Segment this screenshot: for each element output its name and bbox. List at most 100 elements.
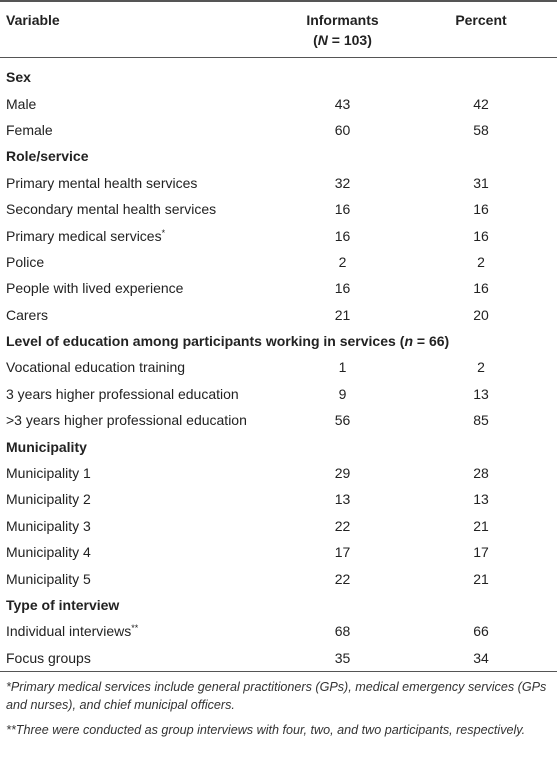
row-label: Female bbox=[0, 117, 280, 143]
row-label: >3 years higher professional education bbox=[0, 407, 280, 433]
row-label-text: People with lived experience bbox=[6, 280, 184, 297]
table-body: Sex Male 43 42 Female 60 58 Role/service Primary… bbox=[0, 58, 557, 672]
section-cell: Sex bbox=[0, 58, 557, 91]
row-label-text: Vocational education training bbox=[6, 359, 186, 376]
row-label: Municipality 4 bbox=[0, 539, 280, 565]
data-row: Police 2 2 bbox=[0, 249, 557, 275]
data-table: Variable Informants (N = 103) Percent Se… bbox=[0, 1, 557, 672]
row-label-text: Primary mental health services bbox=[6, 174, 198, 191]
data-row: >3 years higher professional education 56… bbox=[0, 407, 557, 433]
row-label: Vocational education training bbox=[0, 354, 280, 380]
footnote-marker: * bbox=[161, 227, 166, 238]
section-row: Role/service bbox=[0, 143, 557, 169]
footnote: **Three were conducted as group intervie… bbox=[6, 722, 526, 737]
percent-cell: 16 bbox=[473, 201, 489, 218]
data-row: 3 years higher professional education 9 13 bbox=[0, 381, 557, 407]
section-title: Type of interview bbox=[6, 597, 120, 613]
section-row: Municipality bbox=[0, 433, 557, 459]
header-cell: Variable bbox=[6, 12, 60, 28]
section-title: Municipality bbox=[6, 438, 87, 455]
header-text: N bbox=[317, 32, 328, 48]
row-label: Primary mental health services bbox=[0, 170, 280, 196]
percent-cell: 34 bbox=[473, 649, 489, 666]
row-label: Secondary mental health services bbox=[0, 196, 280, 222]
footnotes: *Primary medical services include genera… bbox=[0, 672, 557, 739]
section-row: Type of interview bbox=[0, 592, 557, 618]
percent-cell: 31 bbox=[473, 174, 489, 191]
informants-cell: 2 bbox=[338, 253, 347, 270]
data-row: Carers 21 20 bbox=[0, 302, 557, 328]
row-label-text: Municipality 1 bbox=[6, 465, 91, 482]
row-label-text: Carers bbox=[6, 306, 49, 323]
section-title: Sex bbox=[6, 69, 31, 86]
percent-cell: 2 bbox=[477, 359, 485, 376]
row-label-text: Secondary mental health services bbox=[6, 201, 217, 218]
informants-cell: 16 bbox=[334, 201, 351, 218]
row-label: Municipality 2 bbox=[0, 486, 280, 512]
informants-cell: 56 bbox=[334, 412, 351, 429]
footnote: *Primary medical services include genera… bbox=[6, 679, 547, 712]
percent-cell: 13 bbox=[473, 385, 489, 402]
informants-cell: 68 bbox=[334, 623, 351, 640]
section-row: Sex bbox=[0, 58, 557, 91]
section-cell: Role/service bbox=[0, 143, 557, 169]
row-label-text: Municipality 3 bbox=[6, 517, 91, 534]
percent-cell: 13 bbox=[473, 491, 489, 508]
row-label-text: Primary medical services bbox=[6, 227, 162, 244]
informants-cell: 60 bbox=[334, 121, 351, 138]
data-row: Municipality 5 22 21 bbox=[0, 565, 557, 591]
section-n-part: n bbox=[404, 333, 413, 350]
data-row: Municipality 4 17 17 bbox=[0, 539, 557, 565]
informants-cell: 22 bbox=[334, 570, 351, 587]
section-n-part: = 66) bbox=[413, 333, 450, 350]
row-label-text: Municipality 4 bbox=[6, 544, 91, 561]
row-label: Primary medical services* bbox=[0, 222, 280, 248]
section-cell: Type of interview bbox=[0, 592, 557, 618]
informants-cell: 1 bbox=[338, 359, 347, 376]
row-label-text: >3 years higher professional education bbox=[6, 412, 247, 429]
row-label-text: 3 years higher professional education bbox=[6, 385, 239, 402]
informants-cell: 29 bbox=[334, 465, 351, 482]
section-title: Role/service bbox=[6, 148, 89, 165]
row-label: 3 years higher professional education bbox=[0, 381, 280, 407]
row-label: Municipality 5 bbox=[0, 565, 280, 591]
informants-cell: 32 bbox=[334, 174, 351, 191]
data-row: Male 43 42 bbox=[0, 90, 557, 116]
data-row: People with lived experience 16 16 bbox=[0, 275, 557, 301]
informants-cell: 9 bbox=[338, 385, 347, 402]
data-row: Municipality 1 29 28 bbox=[0, 460, 557, 486]
row-label: Carers bbox=[0, 302, 280, 328]
row-label: Male bbox=[0, 90, 280, 116]
row-label-text: Female bbox=[6, 121, 53, 138]
row-label: Municipality 1 bbox=[0, 460, 280, 486]
section-n-part: ( bbox=[399, 333, 405, 350]
row-label-text: Focus groups bbox=[6, 649, 91, 666]
percent-cell: 66 bbox=[473, 623, 489, 640]
percent-cell: 2 bbox=[477, 253, 485, 270]
percent-cell: 28 bbox=[473, 465, 489, 482]
header-text: Informants bbox=[306, 12, 379, 28]
table-header: Variable Informants (N = 103) Percent bbox=[0, 1, 557, 58]
percent-cell: 85 bbox=[473, 412, 489, 429]
row-label-text: Male bbox=[6, 95, 37, 112]
row-label: People with lived experience bbox=[0, 275, 280, 301]
data-row: Vocational education training 1 2 bbox=[0, 354, 557, 380]
row-label-text: Individual interviews bbox=[6, 623, 132, 640]
section-title: Level of education among participants wo… bbox=[6, 333, 396, 350]
informants-cell: 17 bbox=[334, 544, 351, 561]
section-row: Level of education among participants wo… bbox=[0, 328, 557, 354]
footnote-marker: ** bbox=[131, 623, 139, 634]
data-row: Female 60 58 bbox=[0, 117, 557, 143]
row-label: Individual interviews** bbox=[0, 618, 280, 644]
header-row: Variable Informants (N = 103) Percent bbox=[0, 1, 557, 58]
data-row: Municipality 3 22 21 bbox=[0, 513, 557, 539]
percent-cell: 16 bbox=[473, 280, 489, 297]
data-row: Primary mental health services 32 31 bbox=[0, 170, 557, 196]
header-cell: Percent bbox=[455, 12, 507, 28]
row-label-text: Municipality 2 bbox=[6, 491, 91, 508]
percent-cell: 16 bbox=[473, 227, 489, 244]
percent-cell: 17 bbox=[473, 544, 489, 561]
informants-cell: 21 bbox=[334, 306, 351, 323]
section-n: (n = 66) bbox=[400, 333, 449, 349]
informants-cell: 16 bbox=[334, 280, 351, 297]
